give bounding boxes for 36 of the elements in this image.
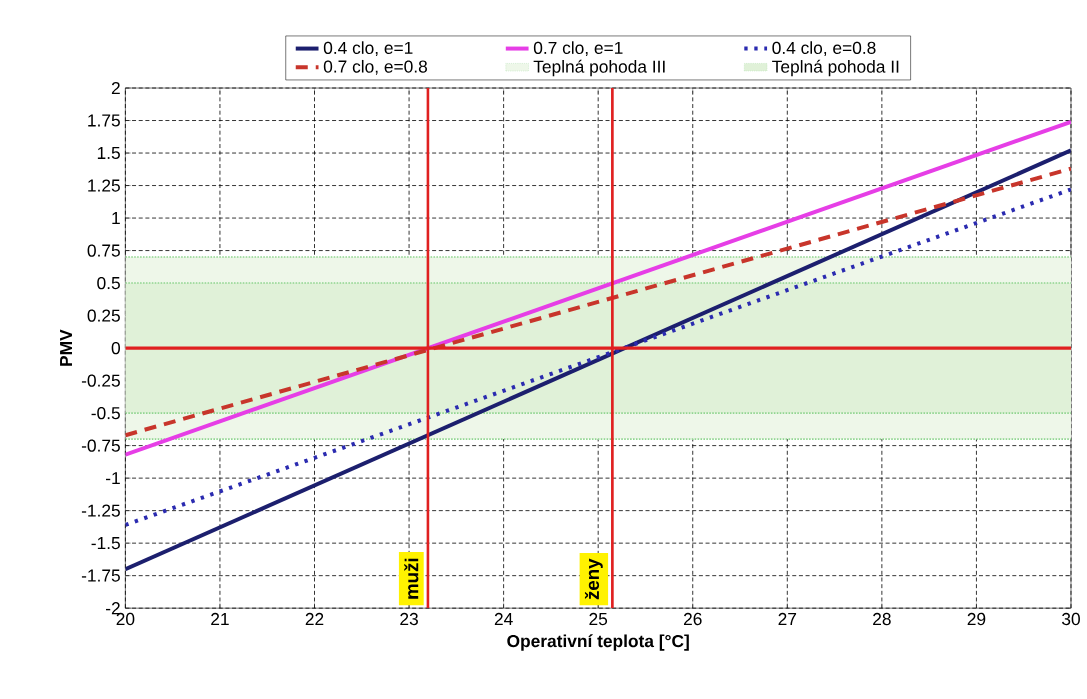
y-tick-label: 1.5: [97, 147, 120, 160]
y-tick-label: -0.25: [81, 374, 120, 387]
y-tick-label: -1.5: [91, 537, 120, 550]
x-tick-label: 30: [1062, 612, 1080, 626]
x-tick-label: 29: [967, 612, 986, 626]
y-tick-label: -1.25: [81, 504, 120, 517]
legend-label: Teplná pohoda II: [772, 59, 899, 77]
x-tick-label: 27: [778, 612, 797, 626]
y-tick-label: 2: [111, 82, 120, 95]
y-tick-label: -1: [106, 472, 120, 485]
x-tick-label: 25: [589, 612, 608, 626]
legend-label: 0.4 clo, e=0.8: [772, 41, 876, 57]
x-tick-label: 24: [494, 612, 513, 626]
legend-label: Teplná pohoda III: [533, 59, 665, 77]
x-tick-label: 28: [873, 612, 891, 626]
y-tick-label: 0.75: [87, 244, 120, 257]
y-tick-label: -1.75: [81, 569, 120, 582]
x-tick-label: 22: [305, 612, 324, 626]
x-axis-title: Operativní teplota [°C]: [507, 634, 689, 651]
y-tick-label: 1: [112, 212, 120, 225]
y-tick-label: -0.5: [91, 407, 120, 420]
y-tick-label: 0.5: [97, 276, 120, 290]
ref-line-label: ženy: [584, 558, 603, 600]
legend-label: 0.4 clo, e=1: [323, 41, 413, 57]
x-tick-label: 23: [400, 612, 418, 626]
legend-label: 0.7 clo, e=0.8: [323, 60, 427, 75]
ref-line-label: muži: [404, 558, 419, 599]
y-tick-label: 0: [111, 342, 120, 355]
x-tick-label: 21: [211, 612, 229, 626]
legend-label: 0.7 clo, e=1: [533, 41, 623, 57]
y-tick-label: 0.25: [87, 309, 120, 322]
y-tick-label: 1.75: [88, 114, 120, 127]
y-axis-title: PMV: [60, 329, 72, 366]
y-tick-label: -0.75: [81, 439, 120, 452]
y-tick-label: 1.25: [88, 179, 120, 192]
x-tick-label: 26: [683, 612, 702, 626]
